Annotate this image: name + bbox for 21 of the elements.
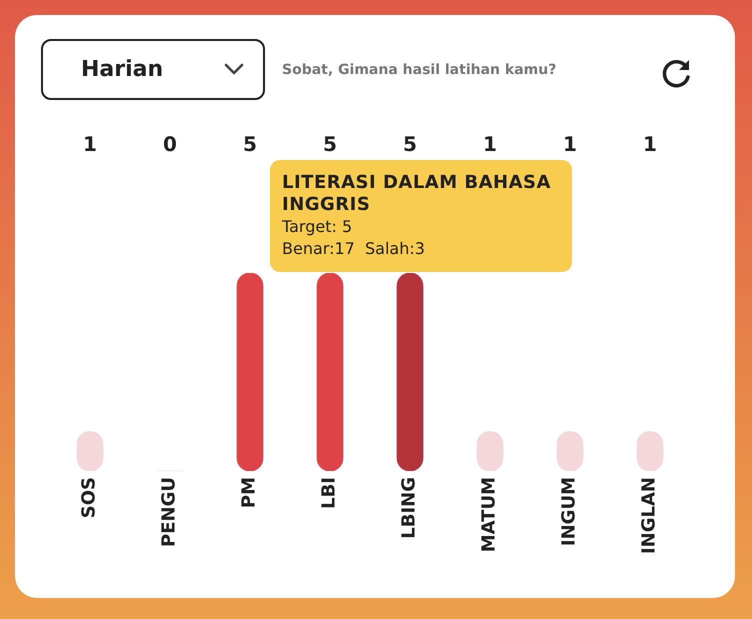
x-tick-label: INGLAN	[638, 477, 660, 554]
x-tick-label: PENGU	[158, 477, 180, 547]
x-tick-label: PM	[238, 477, 260, 508]
x-tick-label: INGUM	[558, 477, 580, 546]
dropdown-field: Harian	[41, 39, 265, 100]
x-tick-label: LBING	[398, 477, 420, 539]
chart-title: Sobat, Gimana hasil latihan kamu?	[282, 62, 556, 78]
data-label: 1	[483, 132, 497, 156]
text: Benar:17 Salah:3	[282, 238, 426, 260]
data-label: 0	[163, 132, 177, 156]
x-tick-label: LBI	[318, 477, 340, 509]
x-tick-label: MATUM	[478, 477, 500, 552]
data-label: 1	[643, 132, 657, 156]
text: LITERASI DALAM BAHASA INGGRIS	[282, 172, 552, 216]
data-label: 1	[563, 132, 577, 156]
data-label: 5	[323, 132, 337, 156]
data-label: 1	[83, 132, 97, 156]
data-label: 5	[403, 132, 417, 156]
text: Target: 5	[282, 216, 354, 238]
data-label: 5	[243, 132, 257, 156]
x-tick-label: SOS	[78, 477, 100, 518]
